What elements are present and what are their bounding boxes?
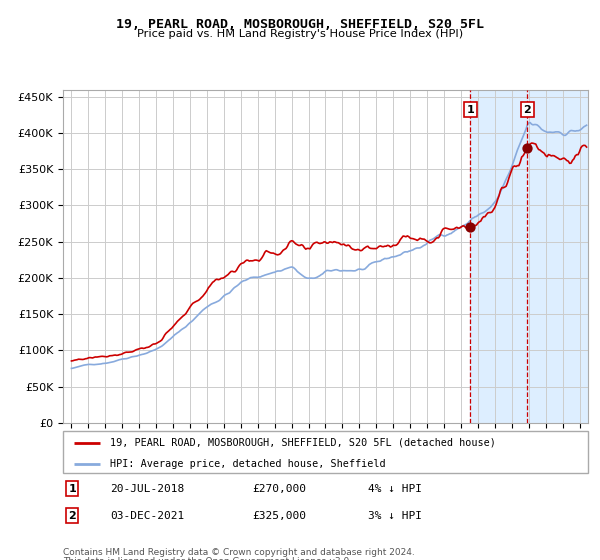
- Text: 2: 2: [523, 105, 531, 115]
- Text: 4% ↓ HPI: 4% ↓ HPI: [367, 484, 421, 494]
- Text: 3% ↓ HPI: 3% ↓ HPI: [367, 511, 421, 521]
- Text: £325,000: £325,000: [252, 511, 306, 521]
- Point: [523, 143, 532, 152]
- FancyBboxPatch shape: [63, 431, 588, 473]
- Text: £270,000: £270,000: [252, 484, 306, 494]
- Text: 2: 2: [68, 511, 76, 521]
- Text: 03-DEC-2021: 03-DEC-2021: [110, 511, 185, 521]
- Text: This data is licensed under the Open Government Licence v3.0.: This data is licensed under the Open Gov…: [63, 557, 352, 560]
- Bar: [470, 90, 588, 423]
- Text: 20-JUL-2018: 20-JUL-2018: [110, 484, 185, 494]
- Text: 19, PEARL ROAD, MOSBOROUGH, SHEFFIELD, S20 5FL (detached house): 19, PEARL ROAD, MOSBOROUGH, SHEFFIELD, S…: [110, 438, 496, 448]
- Text: Price paid vs. HM Land Registry's House Price Index (HPI): Price paid vs. HM Land Registry's House …: [137, 29, 463, 39]
- Text: 1: 1: [466, 105, 474, 115]
- Text: Contains HM Land Registry data © Crown copyright and database right 2024.: Contains HM Land Registry data © Crown c…: [63, 548, 415, 557]
- Text: HPI: Average price, detached house, Sheffield: HPI: Average price, detached house, Shef…: [110, 459, 386, 469]
- Point: [466, 223, 475, 232]
- Text: 1: 1: [68, 484, 76, 494]
- Text: 19, PEARL ROAD, MOSBOROUGH, SHEFFIELD, S20 5FL: 19, PEARL ROAD, MOSBOROUGH, SHEFFIELD, S…: [116, 18, 484, 31]
